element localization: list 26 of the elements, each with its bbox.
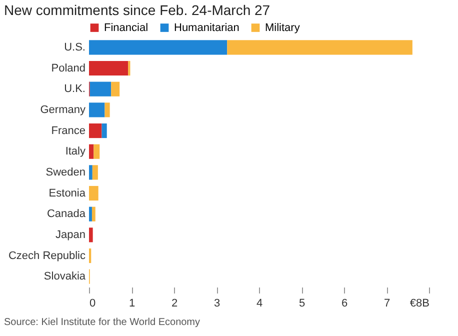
chart-title: New commitments since Feb. 24-March 27 xyxy=(4,2,270,18)
y-tick-label: Italy xyxy=(65,146,86,158)
y-tick-label: Sweden xyxy=(46,166,86,178)
x-tick-label: 5 xyxy=(298,298,306,310)
x-tick-label: 4 xyxy=(256,298,263,310)
y-tick-label: Germany xyxy=(40,104,86,116)
y-tick-label: France xyxy=(51,124,86,137)
x-tick-label: 2 xyxy=(171,298,178,310)
x-tick-label: 6 xyxy=(341,298,348,310)
x-tick-label: 3 xyxy=(214,298,220,310)
source-note: Source: Kiel Institute for the World Economy xyxy=(4,317,200,328)
y-tick-label: Japan xyxy=(56,228,86,241)
legend-label: Financial xyxy=(104,22,148,34)
x-tick-label: €8B xyxy=(410,298,430,310)
x-tick-label: 1 xyxy=(128,298,136,310)
y-tick-label: Poland xyxy=(51,62,86,74)
x-tick-label: 7 xyxy=(384,298,390,310)
legend-label: Military xyxy=(265,22,300,34)
y-tick-label: Slovakia xyxy=(44,270,86,283)
legend-label: Humanitarian xyxy=(174,22,240,34)
x-tick-label: 0 xyxy=(90,298,96,310)
y-tick-label: U.S. xyxy=(64,41,86,54)
y-tick-label: U.K. xyxy=(64,83,86,96)
y-tick-label: Czech Republic xyxy=(8,250,86,262)
y-tick-label: Canada xyxy=(46,208,86,220)
y-tick-label: Estonia xyxy=(48,187,86,200)
